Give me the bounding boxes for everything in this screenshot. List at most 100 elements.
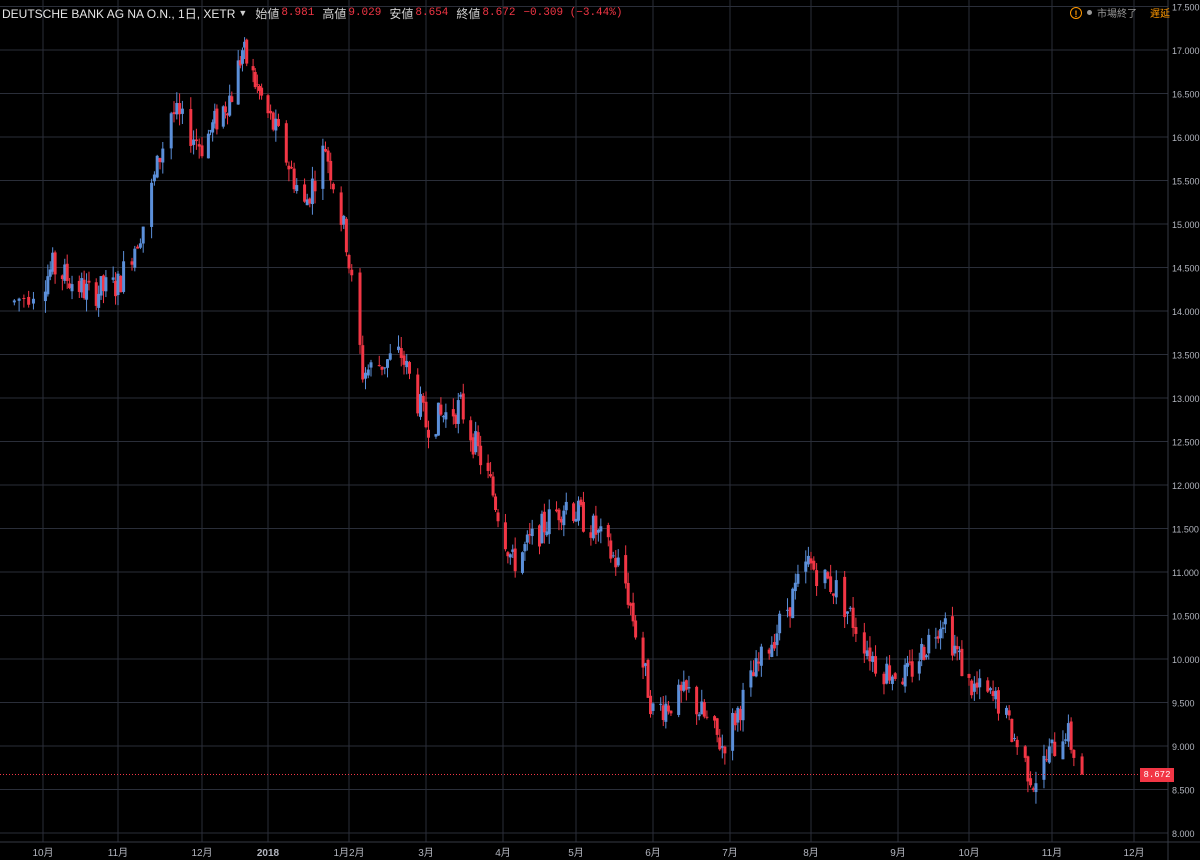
candle-body	[785, 609, 789, 611]
candle-body	[251, 66, 255, 71]
candle-body	[579, 499, 583, 506]
price-axis[interactable]: 8.000 8.500 9.000 9.500 10.000 10.500 11.000 11…	[1172, 3, 1200, 840]
candle-body	[469, 420, 473, 441]
candle-body	[903, 664, 907, 687]
candle-body	[752, 672, 756, 677]
candle-body	[408, 362, 411, 374]
candle-body	[133, 248, 137, 268]
delayed-label[interactable]: 遅延	[1150, 9, 1170, 20]
candle-body	[572, 503, 576, 521]
candle-body	[503, 522, 507, 550]
candle-body	[506, 552, 510, 557]
candle-body	[741, 689, 745, 721]
candle-body	[599, 526, 603, 532]
candle-body	[996, 690, 1000, 714]
candle-body	[695, 686, 699, 715]
candle-body	[564, 501, 568, 511]
candle-body	[178, 103, 182, 115]
candle-body	[831, 593, 835, 596]
candle-body	[920, 643, 924, 660]
candle-body	[434, 434, 438, 437]
y-tick-label: 9.500	[1172, 699, 1195, 709]
low-value: 8.654	[415, 7, 449, 19]
candle-body	[854, 627, 858, 634]
candle-body	[238, 60, 242, 66]
warning-icon[interactable]: !	[1070, 6, 1082, 19]
high-value: 9.029	[348, 7, 382, 19]
x-tick-label: 1月2月	[333, 847, 364, 859]
candle-body	[731, 712, 735, 751]
candle-body	[369, 362, 373, 368]
candle-body	[917, 661, 921, 674]
last-price-tag: 8.672	[1140, 767, 1174, 782]
candle-body	[397, 346, 400, 351]
candle-body	[910, 661, 914, 677]
candle-body	[1034, 783, 1038, 793]
candle-body	[986, 680, 990, 692]
candle-body	[388, 353, 392, 360]
candle-body	[754, 658, 758, 677]
candle-body	[705, 716, 709, 718]
x-tick-label: 5月	[568, 847, 584, 859]
candle-body	[960, 648, 964, 677]
high-label: 高値	[322, 6, 347, 21]
candle-body	[421, 395, 425, 403]
candle-body	[562, 510, 566, 526]
candle-body	[221, 106, 225, 127]
candle-body	[347, 254, 351, 269]
symbol-dropdown-icon[interactable]: ▼	[238, 8, 248, 18]
candle-body	[323, 149, 327, 152]
candle-body	[253, 71, 257, 88]
candle-body	[736, 707, 740, 723]
candle-body	[122, 261, 126, 292]
candle-body	[955, 646, 959, 650]
candle-body	[631, 602, 635, 622]
candle-body	[486, 462, 490, 471]
symbol-label[interactable]: DEUTSCHE BANK AG NA O.N., 1日, XETR	[2, 6, 236, 21]
candle-body	[651, 703, 655, 711]
candle-body	[364, 372, 367, 379]
candle-body	[943, 618, 947, 625]
candle-body	[1026, 756, 1030, 782]
x-tick-label: 12月	[191, 847, 212, 859]
candle-body	[596, 529, 600, 533]
candle-body	[377, 365, 381, 367]
candle-body	[669, 710, 673, 714]
candle-body	[444, 412, 448, 420]
candle-body	[994, 690, 998, 700]
candle-body	[936, 636, 940, 639]
x-tick-label: 10月	[32, 847, 53, 859]
candle-body	[17, 298, 21, 301]
candle-body	[454, 414, 458, 424]
y-tick-label: 15.500	[1172, 177, 1200, 187]
candle-body	[479, 445, 483, 466]
candle-body	[295, 185, 299, 192]
candle-body	[94, 282, 98, 306]
x-tick-label: 11月	[108, 847, 128, 859]
candle-body	[1066, 723, 1070, 742]
candle-body	[180, 108, 184, 114]
candle-body	[697, 714, 701, 717]
x-tick-label: 11月	[1042, 847, 1062, 859]
candle-body	[65, 263, 69, 281]
candle-body	[459, 394, 463, 397]
candle-body	[848, 607, 852, 609]
time-axis[interactable]: 10月 11月 12月 2018 1月2月 3月 4月 5月 6月 7月 8月 9月 10月 11月 12月	[32, 847, 1144, 859]
candle-body	[905, 663, 909, 667]
candle-body	[51, 252, 55, 272]
candle-body	[713, 716, 717, 721]
candle-body	[767, 649, 771, 654]
candle-body	[843, 576, 847, 618]
candle-body	[130, 261, 134, 265]
candle-body	[358, 272, 362, 345]
candle-body	[31, 298, 35, 304]
status-dot-icon	[1087, 10, 1092, 15]
candle-body	[257, 85, 261, 91]
candle-body	[557, 509, 561, 521]
candle-body	[804, 561, 808, 572]
candle-body	[136, 246, 140, 249]
candle-body	[661, 705, 665, 721]
candle-body	[77, 280, 81, 292]
candle-body	[823, 569, 827, 584]
